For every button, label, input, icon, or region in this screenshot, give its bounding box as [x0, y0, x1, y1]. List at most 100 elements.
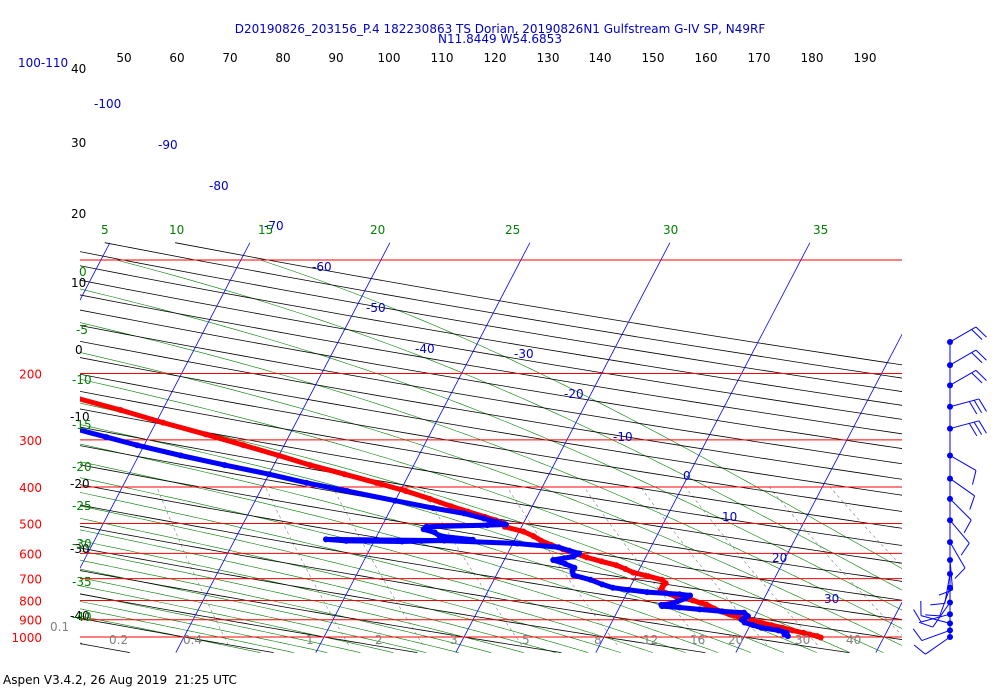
- dry-adiabat-line: [80, 593, 418, 653]
- temperature-point: [373, 479, 380, 486]
- temperature-point: [240, 442, 247, 449]
- temperature-point: [275, 452, 282, 459]
- dewpoint-point: [484, 522, 491, 529]
- wind-barb-feather: [973, 399, 983, 413]
- moist-adiabat-line: [80, 593, 361, 653]
- temperature-point: [117, 407, 124, 414]
- top-scale-label: 130: [537, 51, 560, 65]
- top-scale-label: 180: [801, 51, 824, 65]
- temperature-point: [202, 431, 209, 438]
- wind-barb-feather: [973, 421, 983, 435]
- wind-barb-staff: [949, 498, 972, 521]
- dewpoint-point: [599, 581, 606, 588]
- wind-barb-feather: [913, 609, 922, 623]
- dewpoint-point: [502, 521, 509, 528]
- dewpoint-point: [696, 606, 703, 613]
- dewpoint-point: [741, 609, 748, 616]
- isotherm-label: -40: [415, 342, 435, 356]
- left-temperature-label: 40: [71, 62, 86, 76]
- isotherm-label: 30: [824, 592, 839, 606]
- dewpoint-point: [423, 523, 430, 530]
- temperature-point: [341, 471, 348, 478]
- dewpoint-point: [493, 518, 500, 525]
- wind-barb: [925, 584, 953, 617]
- isotherm-label: -50: [366, 301, 386, 315]
- temperature-point: [598, 558, 605, 565]
- dewpoint-point: [668, 600, 675, 607]
- mixing-ratio-label: 0.2: [109, 633, 128, 647]
- moist-adiabat-label: 5: [101, 223, 109, 237]
- dry-adiabat-line: [104, 242, 902, 379]
- dry-adiabat-line: [80, 570, 562, 653]
- dewpoint-point: [644, 589, 651, 596]
- pressure-label: 400: [19, 481, 42, 495]
- top-scale-label: 160: [695, 51, 718, 65]
- dry-adiabat-label: -20: [72, 460, 92, 474]
- wind-barb-staff: [920, 615, 951, 624]
- mixing-ratio-line: [583, 486, 704, 646]
- top-scale-label: 170: [748, 51, 771, 65]
- dewpoint-point: [134, 442, 141, 449]
- dewpoint-point: [625, 586, 632, 593]
- wind-barb: [947, 398, 987, 415]
- mixing-ratio-label: 12: [643, 633, 658, 647]
- dewpoint-point: [570, 553, 577, 560]
- temperature-point: [159, 419, 166, 426]
- pressure-label: 200: [19, 367, 42, 381]
- dry-adiabat-line: [80, 504, 902, 640]
- dewpoint-point: [441, 537, 448, 544]
- dry-adiabat-line: [80, 325, 902, 465]
- wind-barb-feather: [960, 542, 970, 556]
- isotherm-label: 10: [722, 510, 737, 524]
- dry-adiabat-label: -40: [72, 610, 92, 624]
- mixing-ratio-label: 40: [846, 633, 861, 647]
- pressure-label: 900: [19, 614, 42, 628]
- pressure-label: 600: [19, 547, 42, 561]
- dewpoint-point: [658, 601, 665, 608]
- moist-adiabat-label: 10: [169, 223, 184, 237]
- wind-barb: [947, 517, 970, 556]
- wind-barb-feather: [975, 349, 987, 361]
- chart-title-line2: N11.8449 W54.6853: [438, 32, 562, 46]
- chart-title-line1: D20190826_203156_P.4 182230863 TS Dorian…: [235, 22, 766, 36]
- wind-barb: [920, 601, 953, 627]
- top-scale-label: 100: [378, 51, 401, 65]
- wind-barb-feather: [971, 352, 983, 364]
- left-temperature-label: -40: [70, 609, 90, 623]
- wind-barb-staff: [921, 629, 951, 642]
- isotherm-label: -20: [564, 387, 584, 401]
- left-temperature-label: -30: [70, 542, 90, 556]
- temperature-point: [426, 495, 433, 502]
- temperature-point: [800, 629, 807, 636]
- dewpoint-point: [177, 452, 184, 459]
- dewpoint-point: [775, 627, 782, 634]
- isotherm-line: [315, 242, 531, 653]
- wind-barb: [947, 475, 976, 510]
- temperature-point: [448, 503, 455, 510]
- dewpoint-point: [266, 471, 273, 478]
- dewpoint-point: [480, 515, 487, 522]
- wind-barb-staff: [939, 587, 951, 617]
- dewpoint-point: [555, 544, 562, 551]
- dry-adiabat-line: [80, 408, 902, 546]
- moist-adiabat-line: [80, 615, 261, 653]
- mixing-ratio-line: [156, 486, 229, 646]
- pressure-label: 700: [19, 573, 42, 587]
- dewpoint-point: [738, 616, 745, 623]
- wind-barb-staff: [949, 455, 977, 471]
- left-temperature-label: -20: [70, 477, 90, 491]
- moist-adiabat-line: [80, 461, 751, 653]
- dewpoint-point: [436, 533, 443, 540]
- moist-adiabat-line: [80, 585, 394, 653]
- isotherm-label: -30: [514, 347, 534, 361]
- temperature-point: [756, 619, 763, 626]
- temperature-point: [789, 627, 796, 634]
- mixing-ratio-label: 1: [306, 633, 314, 647]
- mixing-ratio-line: [506, 486, 618, 646]
- isotherm-label: 20: [772, 551, 787, 565]
- isotherm-line: [735, 333, 902, 653]
- moist-adiabat-label: 15: [258, 223, 273, 237]
- dry-adiabat-line: [80, 357, 902, 496]
- mixing-ratio-line: [640, 486, 768, 646]
